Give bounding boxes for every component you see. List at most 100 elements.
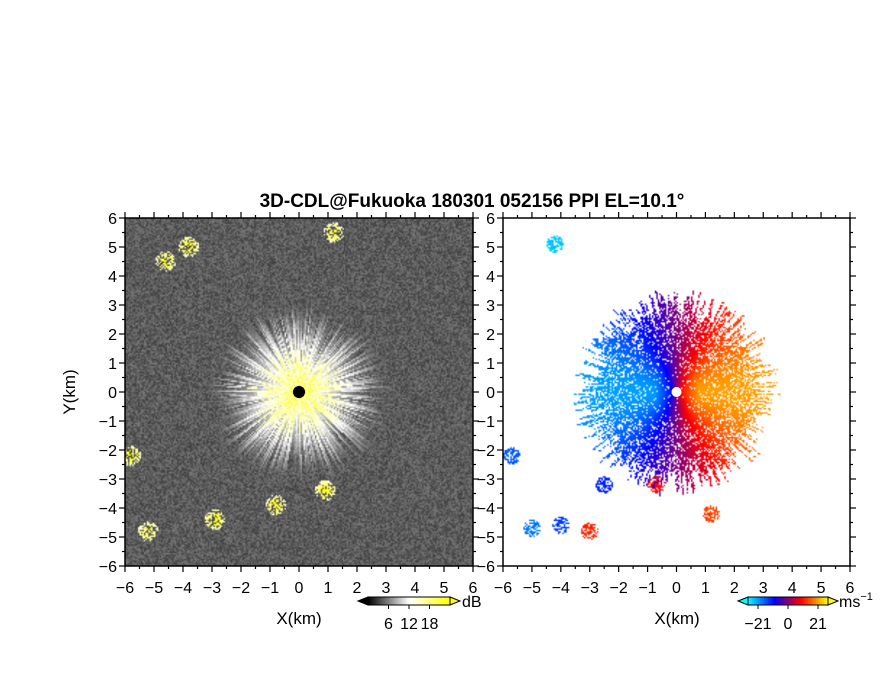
colorbar-segment	[390, 597, 394, 605]
colorbar-tick-label: 12	[400, 616, 418, 633]
colorbar-segment	[376, 597, 379, 605]
colorbar-tick-label: 21	[809, 616, 827, 633]
velocity-colorbar-unit-base: ms	[839, 594, 860, 611]
colorbar-segment	[788, 597, 791, 605]
colorbar-segment	[822, 597, 825, 605]
colorbar-segment	[792, 597, 795, 605]
colorbar-min-arrow	[356, 596, 369, 606]
y-tick-label: −3	[477, 472, 495, 489]
y-tick-label: −5	[99, 530, 117, 547]
colorbar-segment	[806, 597, 809, 605]
colorbar-segment	[419, 597, 422, 605]
colorbar-segment	[760, 597, 763, 605]
x-tick-label: −3	[581, 580, 599, 597]
y-tick-label: −2	[99, 443, 117, 460]
colorbar-segment	[386, 597, 389, 605]
y-tick-label: 1	[108, 356, 117, 373]
colorbar-segment	[388, 597, 392, 605]
snr-axis-ticks: −6 −5 −4 −3 −2 −1 0 1 2 3 4 5 6 −6 −5 −4 −3 −2 −1 0 1 2 3 4 5 6	[99, 211, 479, 597]
velocity-colorbar-unit: ms−1	[839, 591, 873, 611]
x-tick-label: −1	[261, 580, 279, 597]
velocity-colorbar-unit-exponent: −1	[860, 591, 873, 603]
x-tick-label: 4	[788, 580, 797, 597]
colorbar-segment	[406, 597, 410, 605]
colorbar-segment	[786, 597, 789, 605]
colorbar-segment	[756, 597, 759, 605]
velocity-panel: −6 −5 −4 −3 −2 −1 0 1 2 3 4 5 6 −6 −5 −4 −3 −2 −1 0 1 2 3 4 5 6 X…	[477, 211, 873, 633]
x-tick-label: 6	[469, 580, 478, 597]
colorbar-segment	[423, 597, 426, 605]
colorbar-segment	[409, 597, 412, 605]
y-tick-label: 5	[486, 240, 495, 257]
y-tick-label: 3	[486, 298, 495, 315]
y-tick-label: −4	[99, 501, 117, 518]
colorbar-segment	[368, 597, 371, 605]
y-tick-label: 6	[486, 211, 495, 228]
x-tick-label: 6	[846, 580, 855, 597]
x-tick-label: −1	[638, 580, 656, 597]
colorbar-segment	[372, 597, 375, 605]
colorbar-segment	[411, 597, 414, 605]
y-tick-label: 1	[486, 356, 495, 373]
velocity-x-axis-label: X(km)	[654, 609, 699, 628]
colorbar-max-arrow	[449, 596, 462, 606]
y-tick-label: 0	[486, 385, 495, 402]
y-tick-label: −1	[99, 414, 117, 431]
x-tick-label: 4	[411, 580, 420, 597]
colorbar-segment	[804, 597, 807, 605]
colorbar-segment	[396, 597, 400, 605]
x-tick-label: −2	[232, 580, 250, 597]
velocity-colorbar: ms−1 −21 0 21	[736, 591, 873, 633]
colorbar-tick-label: 0	[784, 616, 793, 633]
colorbar-segment	[370, 597, 373, 605]
colorbar-segment	[402, 597, 406, 605]
colorbar-segment	[810, 597, 813, 605]
colorbar-segment	[802, 597, 805, 605]
colorbar-segment	[800, 597, 803, 605]
x-tick-label: −4	[552, 580, 570, 597]
colorbar-segment	[374, 597, 377, 605]
colorbar-tick-label: −21	[744, 616, 771, 633]
colorbar-segment	[774, 597, 777, 605]
colorbar-segment	[433, 597, 437, 605]
x-tick-label: 3	[759, 580, 768, 597]
colorbar-segment	[812, 597, 815, 605]
x-tick-label: 1	[701, 580, 710, 597]
snr-y-axis-label: Y(km)	[60, 369, 79, 414]
y-tick-label: −6	[99, 559, 117, 576]
x-tick-label: −6	[116, 580, 134, 597]
colorbar-segment	[770, 597, 773, 605]
velocity-axis-ticks: −6 −5 −4 −3 −2 −1 0 1 2 3 4 5 6 −6 −5 −4 −3 −2 −1 0 1 2 3 4 5 6	[477, 211, 856, 597]
colorbar-min-arrow	[736, 596, 749, 606]
colorbar-segment	[439, 597, 443, 605]
colorbar-segment	[445, 597, 449, 605]
colorbar-segment	[413, 597, 416, 605]
x-tick-label: 2	[730, 580, 739, 597]
colorbar-segment	[417, 597, 420, 605]
colorbar-segment	[794, 597, 797, 605]
y-tick-label: −3	[99, 472, 117, 489]
colorbar-segment	[435, 597, 439, 605]
colorbar-segment	[378, 597, 381, 605]
snr-colorbar-unit: dB	[462, 594, 482, 611]
colorbar-segment	[816, 597, 819, 605]
x-tick-label: −3	[203, 580, 221, 597]
colorbar-segment	[441, 597, 445, 605]
x-tick-label: 1	[324, 580, 333, 597]
colorbar-segment	[782, 597, 785, 605]
y-tick-label: −6	[477, 559, 495, 576]
x-tick-label: −5	[523, 580, 541, 597]
colorbar-segment	[748, 597, 751, 605]
x-tick-label: 5	[817, 580, 826, 597]
colorbar-segment	[404, 597, 408, 605]
colorbar-segment	[796, 597, 799, 605]
x-tick-label: −4	[174, 580, 192, 597]
colorbar-segment	[380, 597, 383, 605]
colorbar-segment	[754, 597, 757, 605]
snr-x-axis-label: X(km)	[276, 609, 321, 628]
colorbar-segment	[820, 597, 823, 605]
colorbar-tick-label: 18	[421, 616, 439, 633]
x-tick-label: −2	[610, 580, 628, 597]
y-tick-label: −2	[477, 443, 495, 460]
